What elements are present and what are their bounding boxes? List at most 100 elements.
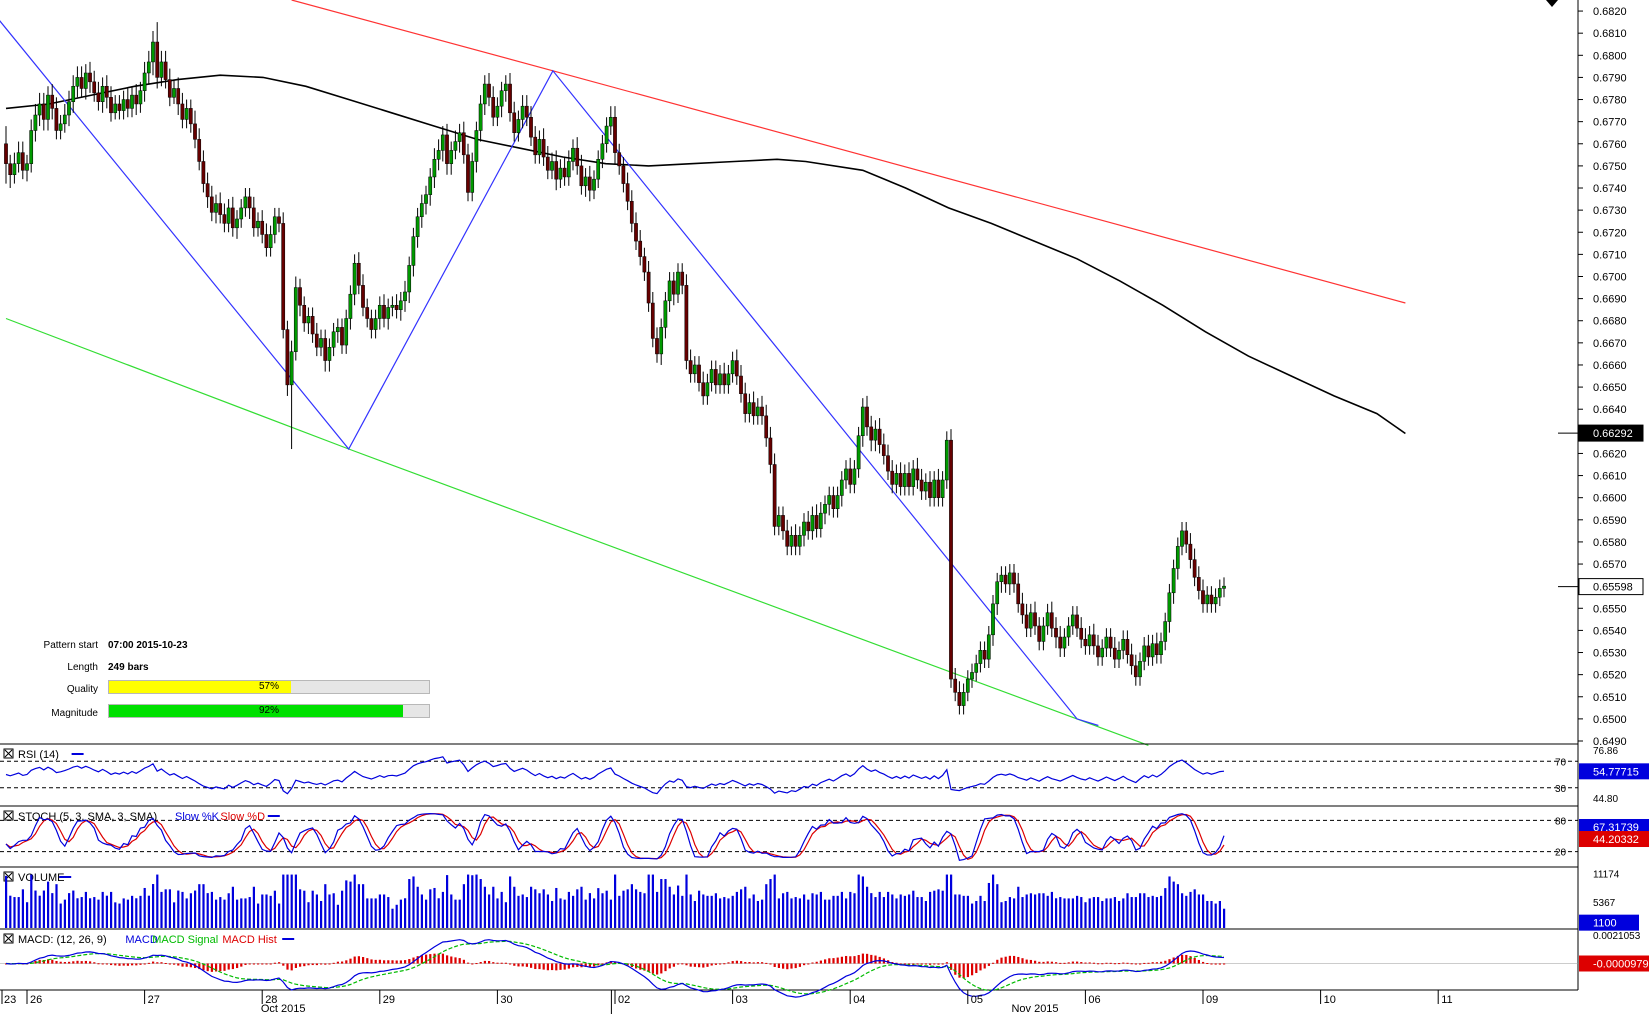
macd-hist-bar: [773, 963, 776, 967]
candle: [1184, 522, 1189, 553]
volume-bar: [441, 891, 444, 928]
volume-bar: [273, 890, 276, 928]
candle: [20, 141, 25, 180]
candle-body: [1150, 643, 1155, 658]
candle: [638, 230, 643, 266]
macd-hist-bar: [441, 953, 444, 964]
candle: [75, 66, 80, 98]
macd-hist-bar: [530, 963, 533, 968]
macd-hist-bar: [479, 962, 482, 964]
candle-body: [789, 535, 794, 547]
price-tick-label: 0.6510: [1593, 692, 1627, 704]
candle-body: [319, 338, 323, 348]
candle-body: [583, 176, 588, 187]
candle: [251, 196, 256, 237]
candle: [596, 150, 601, 189]
volume-bar: [21, 889, 24, 928]
candle-body: [722, 373, 727, 386]
macd-hist-bar: [1122, 962, 1125, 964]
macd-hist-bar: [446, 955, 449, 964]
macd-hist-bar: [853, 956, 856, 964]
candle: [953, 668, 958, 702]
macd-hist-bar: [685, 963, 688, 966]
candle-body: [457, 132, 462, 142]
volume-bar: [677, 885, 680, 928]
candle: [1062, 628, 1067, 657]
candle-body: [676, 271, 680, 295]
candle-body: [46, 94, 50, 120]
candle: [604, 117, 609, 153]
volume-bar: [55, 884, 58, 928]
candle: [1180, 522, 1184, 556]
candle: [781, 506, 785, 540]
candle: [12, 152, 17, 184]
macd-hist-bar: [1202, 961, 1205, 964]
volume-bar: [1042, 893, 1045, 928]
volume-bar: [538, 893, 541, 928]
candle-body: [188, 108, 193, 125]
candle: [1163, 612, 1168, 651]
candle: [646, 261, 651, 312]
candle: [117, 95, 122, 120]
candle: [100, 77, 105, 113]
macd-hist-bar: [454, 957, 457, 964]
volume-bar: [933, 890, 936, 928]
candle-body: [264, 234, 269, 248]
volume-bar: [773, 874, 776, 928]
candle-body: [747, 402, 752, 414]
volume-bar: [1101, 900, 1104, 928]
candle: [306, 307, 311, 335]
candle: [335, 318, 340, 343]
candle-body: [1171, 568, 1176, 594]
price-tick-label: 0.6600: [1593, 493, 1627, 505]
candle: [550, 152, 554, 180]
volume-bar: [1080, 897, 1083, 928]
macd-hist-bar: [693, 963, 696, 967]
price-tick-label: 0.6520: [1593, 670, 1627, 682]
candle: [575, 137, 580, 175]
volume-bar: [387, 897, 390, 928]
volume-bar: [1013, 898, 1016, 928]
macd-hist-bar: [794, 963, 797, 969]
day-label: 10: [1324, 994, 1336, 1006]
candle-body: [537, 139, 542, 156]
candle-body: [810, 515, 815, 532]
volume-bar: [996, 884, 999, 928]
candle: [529, 106, 533, 146]
candle: [512, 101, 517, 142]
candle: [1213, 588, 1218, 613]
candle-body: [1121, 639, 1126, 651]
volume-bar: [492, 886, 495, 928]
macd-hist-bar: [651, 963, 654, 974]
volume-bar: [803, 894, 806, 928]
macd-hist-bar: [861, 953, 864, 964]
volume-bar: [504, 902, 507, 928]
candle-body: [852, 468, 857, 485]
candle-body: [277, 216, 281, 224]
macd-hist-bar: [1038, 961, 1041, 964]
macd-hist-bar: [202, 963, 205, 971]
macd-hist-bar: [496, 962, 499, 964]
macd-hist-bar: [752, 962, 755, 964]
candle: [386, 298, 391, 330]
candle: [579, 154, 584, 195]
volume-bar: [1202, 894, 1205, 928]
macd-hist-bar: [689, 963, 692, 967]
candle: [260, 210, 265, 244]
macd-hist-bar: [458, 958, 461, 964]
macd-hist-bar: [987, 963, 990, 966]
candle-body: [978, 650, 983, 664]
volume-bar: [391, 908, 394, 928]
macd-hist-bar: [593, 963, 596, 967]
macd-hist-bar: [236, 963, 239, 969]
candle: [16, 141, 21, 173]
candle-body: [1091, 634, 1096, 647]
volume-bar: [357, 884, 360, 928]
candle-body: [701, 382, 706, 397]
price-tick-label: 0.6670: [1593, 338, 1627, 350]
candle-body: [323, 338, 328, 361]
candle: [923, 473, 928, 500]
candle-body: [1180, 530, 1184, 547]
macd-hist-bar: [962, 963, 965, 979]
candle: [877, 418, 882, 454]
